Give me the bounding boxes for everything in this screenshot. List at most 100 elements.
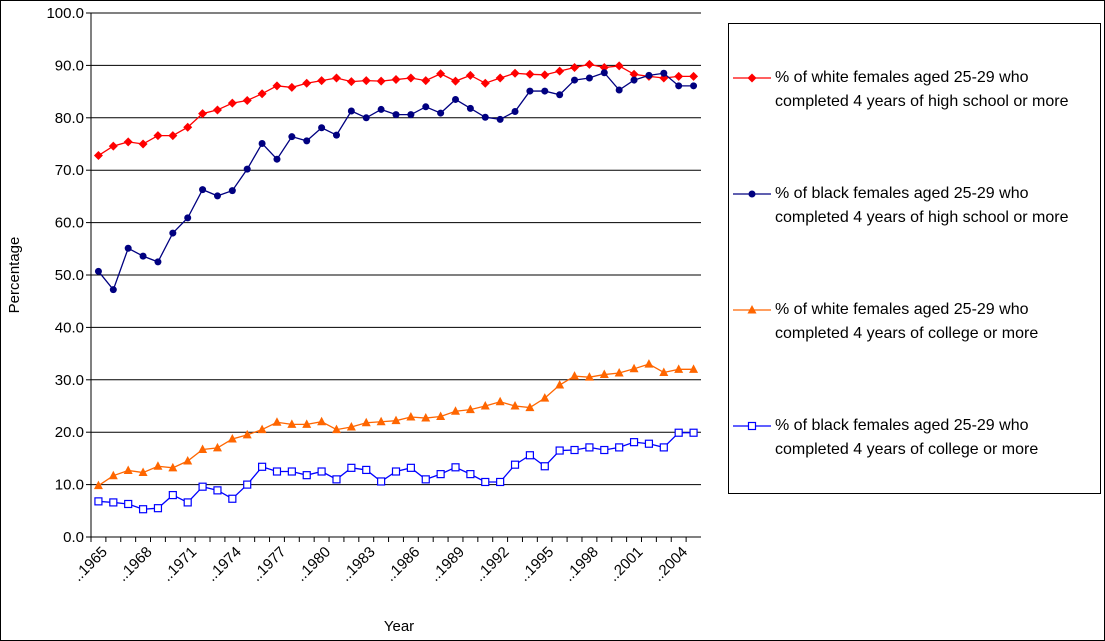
marker — [689, 364, 699, 373]
marker — [747, 421, 757, 431]
marker — [347, 107, 355, 115]
marker — [659, 367, 669, 376]
marker — [556, 91, 564, 99]
marker — [184, 214, 192, 222]
marker — [748, 190, 756, 198]
marker — [331, 424, 341, 434]
marker — [109, 286, 117, 294]
marker — [421, 475, 430, 484]
legend-entry: % of black females aged 25-29 who comple… — [733, 182, 1095, 230]
marker — [243, 480, 252, 489]
marker — [318, 124, 326, 132]
marker — [288, 133, 296, 141]
legend-entry: % of white females aged 25-29 who comple… — [733, 298, 1095, 346]
marker — [198, 444, 208, 453]
marker — [108, 141, 118, 151]
marker — [406, 463, 415, 472]
marker — [629, 69, 639, 79]
marker — [466, 470, 475, 479]
marker — [481, 113, 489, 121]
marker — [153, 131, 163, 141]
legend-icon — [733, 73, 771, 83]
marker — [168, 131, 178, 141]
marker — [541, 87, 549, 95]
marker — [94, 267, 102, 275]
marker — [660, 69, 668, 77]
marker — [571, 76, 579, 84]
marker — [629, 438, 639, 447]
marker — [630, 76, 638, 84]
marker — [436, 470, 445, 479]
marker — [674, 364, 684, 373]
x-tick-label: ..1995 — [516, 543, 558, 585]
marker — [303, 137, 311, 145]
marker — [377, 477, 386, 486]
marker — [109, 498, 118, 507]
marker — [168, 462, 178, 472]
marker — [138, 505, 148, 514]
marker — [629, 363, 639, 373]
marker — [600, 69, 608, 77]
marker — [600, 445, 609, 455]
marker — [465, 70, 475, 80]
legend-entry: % of white females aged 25-29 who comple… — [733, 66, 1095, 114]
marker — [495, 73, 505, 83]
marker — [391, 75, 401, 85]
y-tick-label: 70.0 — [55, 162, 84, 179]
marker — [376, 76, 386, 86]
marker — [452, 95, 460, 103]
y-tick-label: 80.0 — [55, 110, 84, 127]
marker — [480, 401, 490, 410]
marker — [511, 108, 519, 116]
marker — [199, 186, 207, 194]
x-tick-label: ..1980 — [293, 543, 335, 585]
marker — [272, 467, 282, 476]
marker — [585, 74, 593, 82]
marker — [108, 470, 118, 480]
marker — [570, 371, 580, 380]
y-tick-label: 40.0 — [55, 319, 84, 336]
marker — [392, 111, 400, 119]
marker — [361, 417, 371, 427]
marker — [362, 465, 371, 475]
marker — [422, 103, 430, 111]
marker — [154, 258, 162, 266]
legend-entry: % of black females aged 25-29 who comple… — [733, 414, 1095, 462]
marker — [124, 499, 133, 509]
marker — [525, 402, 535, 412]
marker — [242, 96, 252, 106]
marker — [437, 109, 445, 117]
marker — [421, 413, 431, 422]
marker — [243, 165, 251, 173]
marker — [540, 393, 550, 402]
marker — [362, 114, 370, 122]
marker — [346, 421, 356, 431]
y-tick-label: 0.0 — [63, 529, 84, 546]
marker — [481, 477, 490, 487]
marker — [675, 82, 683, 90]
y-tick-label: 100.0 — [46, 5, 84, 22]
marker — [361, 76, 371, 86]
marker — [659, 443, 668, 452]
x-tick-label: ..1992 — [471, 543, 513, 585]
marker — [510, 68, 520, 78]
marker — [436, 411, 446, 420]
marker — [465, 404, 475, 414]
marker — [525, 451, 535, 460]
x-tick-label: ..1974 — [203, 543, 245, 585]
marker — [599, 369, 609, 379]
x-tick-label: ..1971 — [159, 543, 201, 585]
x-tick-label: ..1989 — [426, 543, 468, 585]
marker — [570, 62, 580, 72]
marker — [228, 494, 237, 503]
marker — [555, 380, 565, 389]
marker — [614, 367, 624, 377]
marker — [93, 151, 103, 161]
marker — [153, 504, 163, 513]
y-tick-label: 90.0 — [55, 57, 84, 74]
marker — [674, 71, 684, 81]
legend: % of white females aged 25-29 who comple… — [728, 23, 1101, 494]
marker — [169, 229, 177, 237]
marker — [139, 252, 147, 260]
marker — [227, 98, 237, 108]
